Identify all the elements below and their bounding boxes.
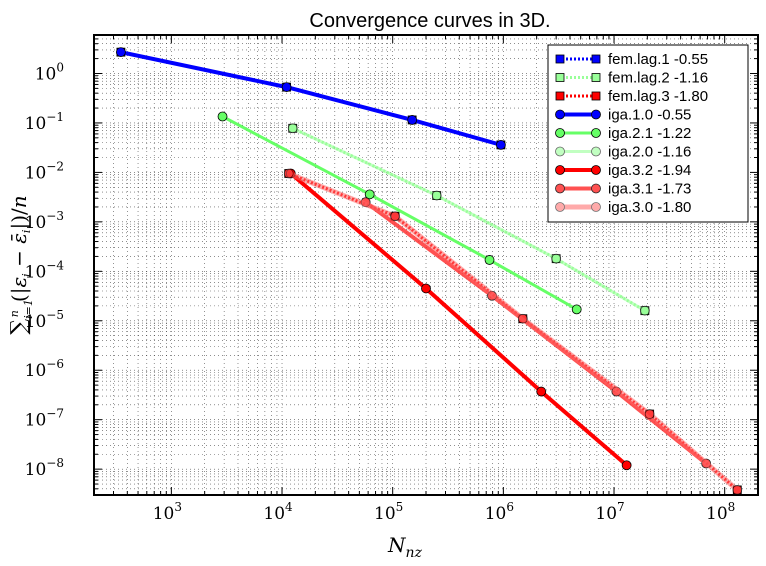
series-line (289, 171, 628, 467)
legend-marker (591, 165, 601, 175)
y-axis-label: ∑i=1n(|εi − ε̄i|)/n (7, 195, 35, 334)
x-tick-label: 103 (153, 500, 182, 524)
series-line (120, 50, 502, 147)
legend-entry (555, 91, 601, 101)
y-tick-label: 10−6 (25, 357, 64, 381)
data-point (407, 115, 418, 125)
y-tick-label: 10−8 (25, 456, 64, 480)
legend-marker (555, 146, 565, 157)
legend-marker (591, 54, 601, 64)
data-point (551, 253, 562, 264)
data-point (517, 313, 528, 324)
legend-marker (555, 183, 565, 194)
legend-entry (555, 146, 601, 157)
legend-marker (591, 91, 601, 101)
data-point (732, 485, 743, 495)
legend-marker (555, 202, 565, 212)
legend-marker (555, 73, 565, 82)
legend-marker (555, 165, 565, 175)
legend: fem.lag.1 -0.55 fem.lag.2 -1.16fem.lag.3 … (547, 44, 749, 223)
data-point (639, 305, 650, 316)
series-4 (217, 111, 582, 315)
series-line (292, 126, 646, 312)
data-point (115, 47, 126, 58)
series-8 (283, 168, 743, 495)
legend-entry (555, 109, 601, 120)
series-3 (115, 47, 506, 150)
series-line (221, 115, 578, 311)
series-6 (285, 168, 632, 471)
data-point (536, 386, 547, 397)
data-point (217, 111, 228, 122)
legend-marker (591, 128, 601, 138)
series-5 (287, 123, 650, 316)
data-point (621, 460, 632, 471)
legend-label: fem.lag.2 -1.16 (608, 70, 708, 87)
legend-marker (591, 202, 601, 212)
legend-entry (555, 202, 601, 212)
legend-label: iga.1.0 -0.55 (608, 107, 691, 124)
data-point (431, 190, 442, 201)
axis-ticks (93, 34, 759, 496)
legend-label: iga.3.2 -1.94 (608, 162, 691, 179)
data-point (287, 123, 298, 134)
legend-label: fem.lag.3 -1.80 (608, 88, 708, 105)
svg-text:∑i=1n(|εi − ε̄i|)/n: ∑i=1n(|εi − ε̄i|)/n (7, 195, 35, 334)
legend-marker (555, 109, 565, 120)
data-point (283, 168, 294, 179)
data-point (495, 139, 506, 150)
legend-entry (555, 54, 601, 64)
legend-entry (555, 183, 601, 194)
data-point (390, 211, 400, 222)
legend-label: iga.2.0 -1.16 (608, 144, 691, 161)
tick-labels: 103 104 105 106 107 10810010−110−210−310−410−… (25, 60, 736, 524)
data-point (571, 304, 582, 315)
legend-label: iga.3.1 -1.73 (608, 181, 691, 198)
legend-marker (555, 91, 565, 101)
data-point (644, 409, 655, 419)
data-point (484, 255, 495, 265)
legend-marker (591, 109, 601, 120)
legend-marker (555, 54, 565, 64)
y-tick-label: 10−5 (25, 308, 64, 332)
legend-entry (555, 73, 601, 82)
legend-entry (555, 165, 601, 175)
legend-entry (555, 128, 601, 138)
legend-marker (555, 128, 565, 138)
legend-marker (591, 183, 601, 194)
legend-marker (591, 73, 601, 82)
data-point (281, 82, 292, 93)
legend-label: fem.lag.1 -0.55 (608, 51, 708, 68)
legend-marker (591, 146, 601, 157)
chart-title: Convergence curves in 3D. (309, 10, 550, 32)
series-layer (115, 47, 743, 495)
legend-label: iga.3.0 -1.80 (608, 199, 691, 216)
data-point (364, 189, 375, 200)
data-point (421, 283, 431, 294)
legend-label: iga.2.1 -1.22 (608, 125, 691, 142)
